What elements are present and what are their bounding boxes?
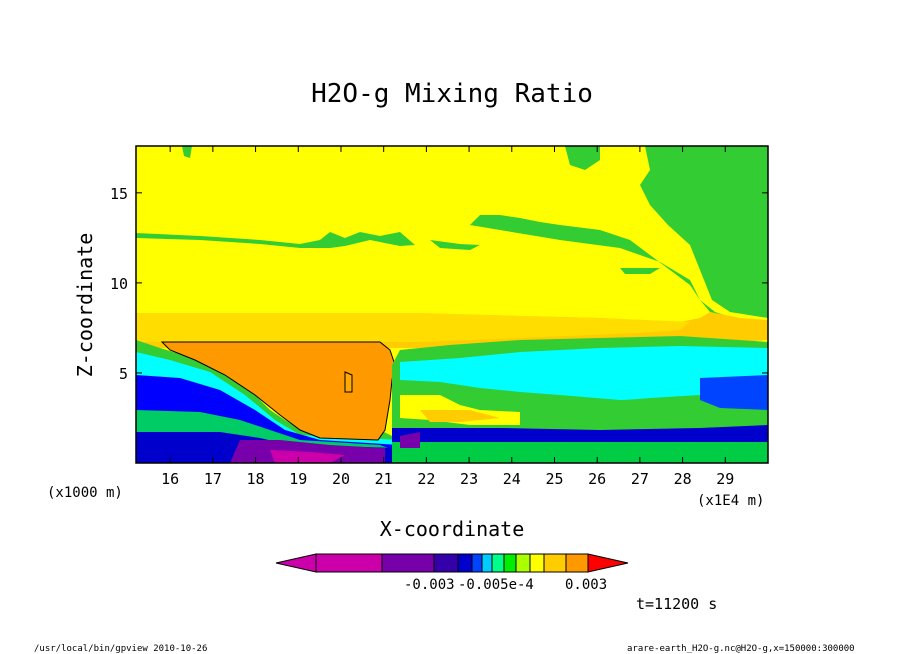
region-purple-right	[400, 432, 420, 448]
x-tick-label: 28	[674, 470, 692, 488]
x-tick-label: 18	[247, 470, 265, 488]
region-green-blob	[430, 240, 480, 250]
colorbar-label-3: 0.003	[565, 577, 607, 593]
colorbar-swatch	[315, 553, 383, 573]
region-green-top	[565, 146, 600, 170]
x-tick-label: 21	[375, 470, 393, 488]
x-unit-label: (x1E4 m)	[697, 493, 764, 509]
region-gold-inner	[136, 313, 690, 342]
x-tick-label: 26	[588, 470, 606, 488]
colorbar-swatch	[503, 553, 517, 573]
colorbar-swatch	[481, 553, 493, 573]
y-tick-label: 5	[119, 365, 128, 383]
plot-frame	[135, 145, 769, 464]
x-tick-label: 23	[460, 470, 478, 488]
region-green-bottom-right	[392, 442, 768, 463]
colorbar-swatch	[529, 553, 545, 573]
colorbar-swatch	[515, 553, 531, 573]
region-upper-green-band	[136, 232, 415, 248]
region-magenta-surface	[270, 450, 345, 463]
x-tick-label: 19	[289, 470, 307, 488]
footer-right: arare-earth_H2O-g.nc@H2O-g,x=150000:3000…	[627, 644, 855, 654]
region-gold-right-lower	[420, 410, 500, 422]
colorbar-swatch	[491, 553, 505, 573]
colorbar-swatch	[457, 553, 473, 573]
region-green-upper-right	[470, 146, 768, 463]
region-purple-surface	[230, 440, 385, 463]
colorbar	[275, 553, 629, 573]
colorbar-swatch	[381, 553, 435, 573]
colorbar-swatch	[543, 553, 567, 573]
contour-field	[136, 146, 768, 463]
x-tick-label: 17	[204, 470, 222, 488]
colorbar-swatch	[471, 553, 483, 573]
region-blue-right	[700, 375, 768, 410]
colorbar-label-1: -0.003	[404, 577, 455, 593]
colorbar-label-2: -0.005e-4	[458, 577, 534, 593]
region-orange-core	[160, 341, 396, 441]
x-tick-label: 27	[631, 470, 649, 488]
x-tick-label: 16	[161, 470, 179, 488]
x-tick-label: 25	[545, 470, 563, 488]
colorbar-swatch	[565, 553, 589, 573]
chart-title: H2O-g Mixing Ratio	[311, 79, 593, 109]
colorbar-arrow-right	[587, 553, 629, 573]
x-axis: 16 17 18 19 20 21 22 23 24 25 26 27 28 29	[161, 146, 734, 488]
region-green-blob-2	[620, 268, 660, 274]
y-tick-label: 10	[110, 275, 128, 293]
x-tick-label: 22	[417, 470, 435, 488]
x-axis-title: X-coordinate	[380, 517, 525, 541]
y-unit-label: (x1000 m)	[47, 485, 123, 501]
time-label: t=11200 s	[636, 595, 717, 613]
region-orange-spot	[344, 371, 353, 393]
region-green-right-stripe	[400, 380, 768, 418]
region-green-corner	[640, 146, 768, 318]
colorbar-swatch	[433, 553, 459, 573]
y-axis-title: Z-coordinate	[73, 233, 97, 378]
y-tick-label: 15	[110, 185, 128, 203]
y-axis: 5 10 15	[110, 185, 768, 383]
footer-left: /usr/local/bin/gpview 2010-10-26	[34, 644, 207, 654]
x-tick-label: 29	[716, 470, 734, 488]
x-tick-label: 20	[332, 470, 350, 488]
x-tick-label: 24	[503, 470, 521, 488]
region-green-topleft	[182, 146, 192, 158]
colorbar-arrow-left	[275, 553, 317, 573]
